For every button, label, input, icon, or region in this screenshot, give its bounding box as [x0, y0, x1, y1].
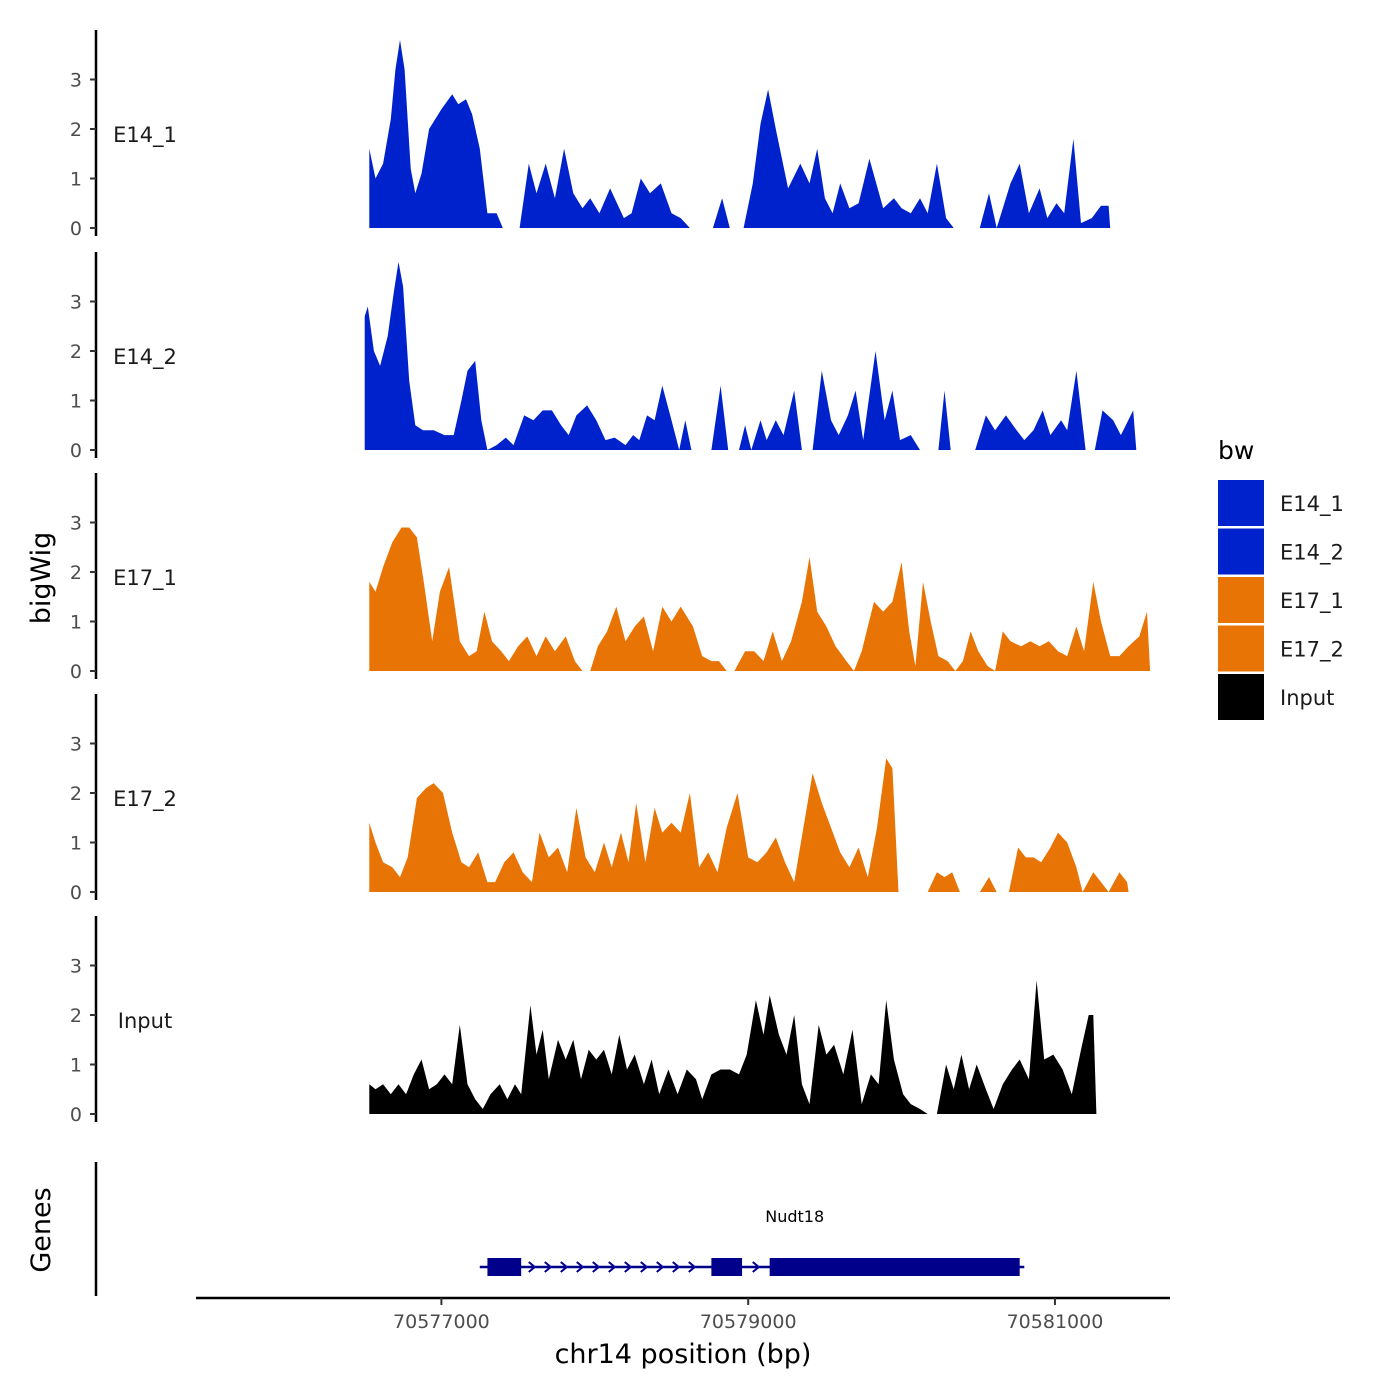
strand-arrow: [752, 1261, 761, 1273]
track-panel-e14-2: 0 1 2 3 E14_2: [70, 252, 1137, 462]
x-tick-label: 70581000: [1007, 1311, 1104, 1333]
y-tick-label: 2: [70, 562, 82, 584]
legend-label: E14_1: [1280, 492, 1344, 517]
signal-area-e17-2: [369, 758, 1129, 892]
legend-swatch: [1218, 577, 1264, 623]
track-label: E14_2: [113, 345, 177, 370]
strand-arrow: [608, 1261, 617, 1273]
y-tick-label: 3: [70, 70, 82, 92]
y-axis-title: bigWig: [26, 532, 57, 625]
track-label: Input: [118, 1009, 172, 1033]
legend-swatch: [1218, 625, 1264, 672]
strand-arrow: [560, 1261, 569, 1273]
x-axis: 70577000 70579000 70581000 chr14 position …: [196, 1296, 1170, 1370]
genes-axis-title: Genes: [26, 1187, 57, 1272]
y-tick-label: 2: [70, 341, 82, 363]
strand-arrow: [592, 1261, 601, 1273]
y-tick-label: 1: [70, 391, 82, 413]
x-tick-label: 70579000: [700, 1311, 797, 1333]
strand-arrow: [624, 1261, 633, 1273]
track-label: E17_1: [113, 566, 177, 591]
x-axis-ticks: 70577000 70579000 70581000: [393, 1298, 1103, 1333]
signal-area-e17-1: [369, 527, 1151, 671]
track-panel-e17-2: 0 1 2 3 E17_2: [70, 694, 1129, 904]
gene-exon: [711, 1258, 743, 1276]
y-tick-label: 2: [70, 119, 82, 141]
track-panel-e17-1: 0 1 2 3 E17_1: [70, 473, 1151, 683]
gene-label-nudt18: Nudt18: [765, 1207, 824, 1226]
y-tick-label: 1: [70, 612, 82, 634]
y-tick-label: 2: [70, 1005, 82, 1027]
y-tick-label: 0: [70, 882, 82, 904]
legend-swatch: [1218, 674, 1264, 720]
strand-arrow: [544, 1261, 553, 1273]
y-tick-label: 0: [70, 1104, 82, 1126]
legend-title: bw: [1218, 436, 1254, 465]
strand-arrow: [688, 1261, 697, 1273]
y-tick-label: 0: [70, 661, 82, 683]
y-tick-label: 2: [70, 783, 82, 805]
signal-area-e14-2: [364, 261, 1137, 450]
legend-label: E14_2: [1280, 541, 1344, 566]
y-tick-label: 3: [70, 513, 82, 535]
legend-label: Input: [1280, 686, 1334, 710]
track-panel-e14-1: 0 1 2 3 E14_1: [70, 30, 1111, 240]
gene-exon: [769, 1258, 1020, 1276]
y-tick-label: 1: [70, 1055, 82, 1077]
track-label: E17_2: [113, 787, 177, 812]
y-tick-label: 0: [70, 440, 82, 462]
legend-items: E14_1 E14_2 E17_1 E17_2 Input: [1218, 480, 1344, 720]
signal-area-e14-1: [369, 39, 1111, 229]
gene-model: [479, 1258, 1025, 1276]
track-panel-input: 0 1 2 3 Input: [70, 916, 1097, 1126]
signal-area-input: [369, 980, 1097, 1114]
track-label: E14_1: [113, 123, 177, 148]
y-tick-label: 1: [70, 833, 82, 855]
legend-label: E17_2: [1280, 638, 1344, 663]
legend: bw E14_1 E14_2 E17_1 E17_2 Input: [1218, 436, 1344, 720]
strand-arrow: [656, 1261, 665, 1273]
y-tick-label: 3: [70, 734, 82, 756]
strand-arrow: [528, 1261, 537, 1273]
strand-arrow: [672, 1261, 681, 1273]
x-axis-title: chr14 position (bp): [555, 1339, 812, 1370]
x-tick-label: 70577000: [393, 1311, 490, 1333]
strand-arrow: [576, 1261, 585, 1273]
y-tick-label: 0: [70, 218, 82, 240]
gene-exon: [487, 1258, 522, 1276]
legend-label: E17_1: [1280, 589, 1344, 614]
signal-panels: 0 1 2 3 E14_1 0 1 2 3 E14_2 0 1 2 3 E17_1 0 1 2 3 E17_2 0 1 2 3…: [70, 30, 1151, 1126]
y-tick-label: 3: [70, 292, 82, 314]
y-tick-label: 3: [70, 956, 82, 978]
y-tick-label: 1: [70, 169, 82, 191]
gene-track-panel: Nudt18: [94, 1162, 1025, 1296]
legend-swatch: [1218, 480, 1264, 526]
strand-arrow: [640, 1261, 649, 1273]
legend-swatch: [1218, 528, 1264, 575]
